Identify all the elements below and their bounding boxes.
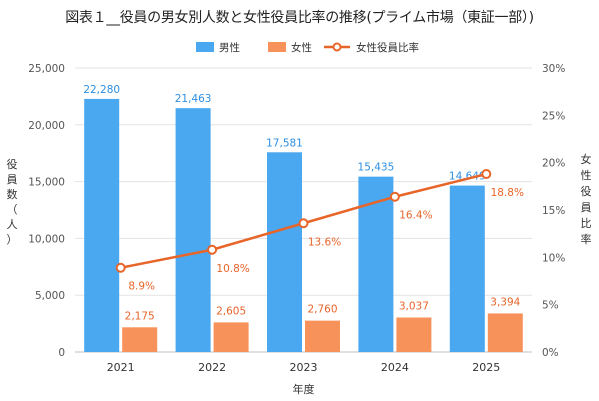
y-axis-title: 員 — [7, 173, 18, 186]
bar-female — [396, 317, 432, 352]
y-axis-title: 数 — [7, 188, 18, 201]
ratio-point — [115, 262, 126, 273]
data-label-male: 21,463 — [175, 93, 212, 105]
data-label-female: 2,605 — [216, 305, 246, 317]
bar-male — [84, 98, 120, 352]
y2-axis-title: 員 — [581, 201, 592, 214]
legend-swatch-male — [196, 42, 214, 52]
data-label-female: 3,037 — [399, 300, 429, 312]
data-label-female: 3,394 — [490, 296, 520, 308]
data-label-male: 15,435 — [358, 162, 395, 174]
y2-axis-title: 率 — [581, 232, 592, 246]
y2-axis-title: 女 — [581, 152, 592, 166]
y-axis-title: 人 — [7, 218, 18, 231]
data-label-female: 2,175 — [125, 310, 155, 322]
x-tick-label: 2021 — [107, 361, 135, 374]
bar-female — [122, 327, 158, 352]
y2-axis-title: 比 — [581, 217, 592, 230]
legend-label-male: 男性 — [219, 41, 240, 54]
y-tick-label: 20,000 — [28, 120, 65, 132]
ratio-point — [481, 169, 492, 180]
data-label-ratio: 10.8% — [216, 263, 249, 275]
legend-label-female: 女性 — [291, 41, 312, 54]
y2-tick-label: 10% — [542, 252, 565, 264]
x-axis-title: 年度 — [293, 382, 315, 396]
y-axis-title: （ — [7, 203, 18, 216]
x-tick-label: 2022 — [198, 361, 226, 374]
bar-female — [213, 322, 249, 352]
bar-female — [305, 320, 340, 352]
legend-label-ratio: 女性役員比率 — [356, 41, 419, 54]
y2-axis-title: 役 — [581, 184, 592, 198]
data-label-male: 22,280 — [83, 84, 120, 96]
legend-marker-ratio — [332, 42, 342, 52]
y-tick-label: 5,000 — [35, 290, 65, 302]
data-label-ratio: 16.4% — [399, 210, 432, 222]
y2-axis-title: 性 — [581, 168, 592, 182]
data-label-female: 2,760 — [307, 304, 337, 316]
chart-title: 図表１__役員の男女別人数と女性役員比率の推移(プライム市場（東証一部）) — [65, 10, 534, 26]
bar-male — [267, 152, 302, 352]
x-tick-label: 2024 — [381, 361, 409, 374]
legend-swatch-female — [268, 42, 286, 52]
y2-tick-label: 25% — [542, 110, 565, 122]
bar-male — [449, 185, 485, 352]
data-label-male: 14,649 — [449, 171, 486, 183]
ratio-point — [207, 244, 218, 255]
ratio-point — [389, 191, 400, 202]
data-label-ratio: 8.9% — [128, 281, 155, 293]
y-tick-label: 0 — [58, 347, 65, 359]
bar-female — [487, 313, 523, 352]
y2-tick-label: 30% — [542, 63, 565, 75]
x-tick-label: 2025 — [472, 361, 500, 374]
y2-tick-label: 15% — [542, 205, 565, 217]
y-tick-label: 25,000 — [28, 63, 65, 75]
y2-tick-label: 0% — [542, 347, 559, 359]
y-axis-title: 役 — [7, 157, 18, 171]
data-label-male: 17,581 — [266, 137, 303, 149]
ratio-point — [298, 218, 309, 229]
data-label-ratio: 18.8% — [491, 187, 524, 199]
y-tick-label: 15,000 — [28, 177, 65, 189]
y-axis-title: ） — [7, 233, 18, 246]
x-tick-label: 2023 — [290, 361, 318, 374]
y-tick-label: 10,000 — [28, 233, 65, 245]
bar-male — [175, 108, 211, 352]
data-label-ratio: 13.6% — [308, 236, 341, 248]
y2-tick-label: 5% — [542, 300, 559, 312]
y2-tick-label: 20% — [542, 158, 565, 170]
